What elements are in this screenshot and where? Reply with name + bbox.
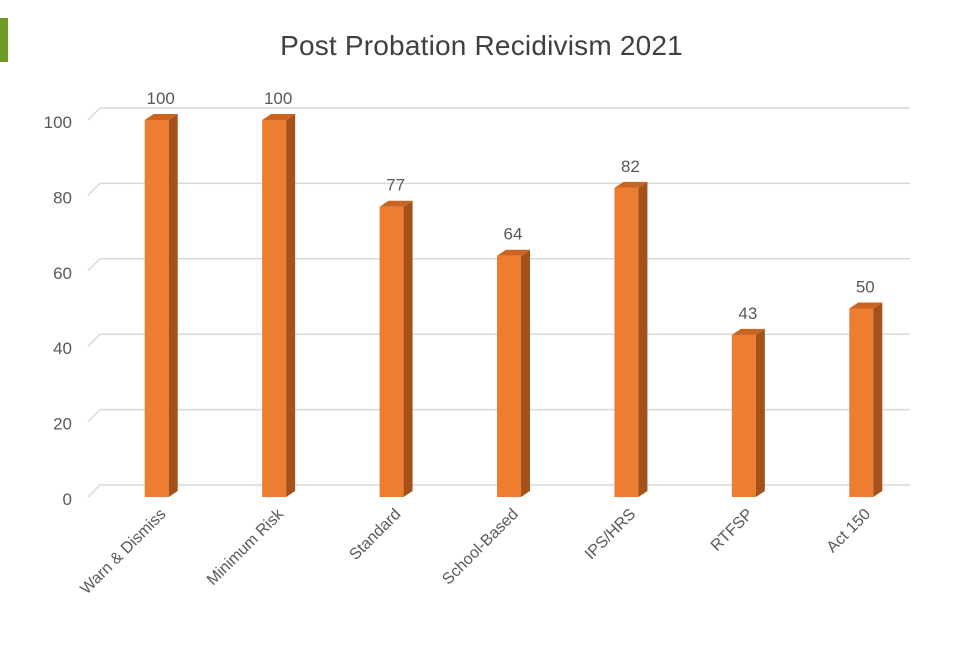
bar-ips-hrs	[614, 187, 639, 498]
gridline-depth	[87, 409, 101, 423]
gridline-depth	[87, 258, 101, 272]
gridline-depth	[87, 484, 101, 498]
bar-school-based	[497, 255, 521, 497]
bar-side	[638, 181, 648, 498]
data-label: 77	[386, 176, 405, 195]
data-label: 64	[504, 225, 523, 244]
bar-top	[614, 181, 648, 188]
bar-side	[286, 114, 296, 497]
bar-top	[262, 114, 296, 120]
bar-side	[521, 249, 530, 497]
bar-warn-dismiss	[144, 120, 169, 497]
y-tick-label: 80	[53, 188, 72, 207]
bar-top	[731, 328, 765, 335]
gridline-depth	[87, 107, 101, 121]
bar-side	[873, 302, 883, 497]
bar-top	[849, 302, 883, 309]
bar-act-150	[849, 308, 874, 497]
bar-side	[403, 200, 413, 497]
bar-minimum-risk	[262, 120, 287, 497]
data-label: 50	[856, 278, 875, 297]
bar-side	[168, 114, 178, 497]
x-tick-label: Minimum Risk	[204, 505, 288, 589]
slide-accent-bar	[0, 18, 8, 62]
gridline-depth	[87, 333, 101, 347]
data-label: 43	[738, 304, 757, 323]
x-tick-label: Act 150	[824, 506, 874, 556]
y-tick-label: 20	[53, 415, 72, 434]
bar-side	[755, 328, 765, 497]
data-label: 100	[147, 89, 175, 108]
x-tick-label: Standard	[346, 506, 404, 564]
chart-title: Post Probation Recidivism 2021	[280, 30, 683, 61]
x-tick-label: IPS/HRS	[582, 506, 639, 563]
y-tick-label: 60	[53, 264, 72, 283]
bar-top	[379, 200, 413, 207]
y-tick-label: 40	[53, 339, 72, 358]
y-tick-label: 100	[44, 113, 72, 132]
bar-standard	[379, 206, 404, 497]
y-tick-label: 0	[63, 490, 72, 509]
bar-top	[497, 249, 530, 256]
bar-top	[144, 114, 178, 120]
data-label: 82	[621, 157, 640, 176]
gridline-depth	[87, 182, 101, 196]
x-tick-label: School-Based	[439, 506, 521, 588]
bar-rtfsp	[731, 334, 756, 497]
x-tick-label: Warn & Dismiss	[77, 506, 169, 598]
x-tick-label: RTFSP	[708, 506, 757, 555]
data-label: 100	[264, 89, 292, 108]
